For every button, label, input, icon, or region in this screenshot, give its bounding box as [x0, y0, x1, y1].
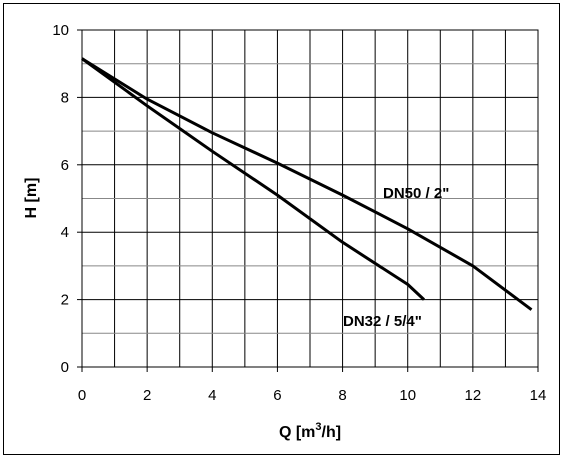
x-axis-title: Q [m3/h]: [279, 421, 341, 441]
y-tick-label: 0: [61, 359, 69, 376]
series-line-dn32: [81, 57, 426, 301]
tick-labels: 0 2 4 6 8 10 12 14 0 2 4 6 8 10: [52, 22, 546, 404]
x-tick-label: 10: [399, 387, 416, 404]
x-tick-label: 14: [530, 387, 547, 404]
x-tick-label: 2: [143, 387, 151, 404]
series-label-dn32: DN32 / 5/4": [343, 313, 422, 330]
x-axis-title-superscript: 3: [315, 421, 321, 433]
plot-area: [81, 29, 539, 368]
series-label-dn50: DN50 / 2": [383, 185, 449, 202]
x-axis-title-tail: /h]: [322, 424, 342, 441]
x-tick-label: 8: [338, 387, 346, 404]
x-tick-label: 4: [208, 387, 216, 404]
grid: [82, 30, 538, 367]
y-tick-label: 4: [61, 224, 69, 241]
x-tick-label: 0: [78, 387, 86, 404]
y-tick-label: 10: [52, 22, 69, 39]
chart-frame: [3, 3, 560, 455]
y-tick-label: 2: [61, 292, 69, 309]
y-tick-label: 6: [61, 157, 69, 174]
x-tick-label: 12: [465, 387, 482, 404]
y-tick-label: 8: [61, 89, 69, 106]
y-axis-title: H [m]: [23, 178, 40, 219]
x-axis-title-base: Q [m: [279, 424, 315, 441]
x-tick-label: 6: [273, 387, 281, 404]
series-lines: [81, 57, 533, 311]
series-line-dn50: [81, 57, 533, 311]
